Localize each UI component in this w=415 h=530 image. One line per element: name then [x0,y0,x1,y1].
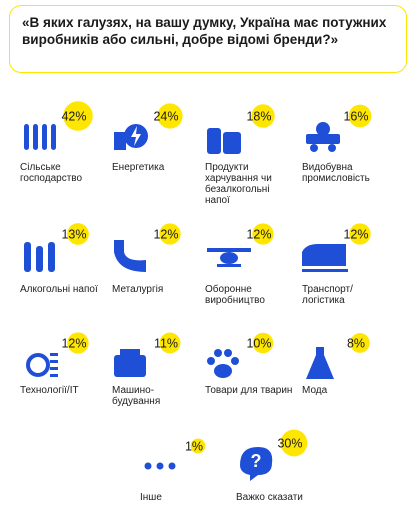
category-label: Продукти харчування чи безалкогольні нап… [205,162,272,206]
icon [24,242,55,272]
icon-part: ? [251,451,262,471]
percent-label: 24% [153,109,178,123]
icon-part [33,124,38,150]
percent-label: 11% [154,336,178,350]
icon-part [306,347,334,379]
icon-part [50,353,58,356]
percent-bubble [348,104,372,128]
category-label: Важко сказати [236,492,303,503]
icon [306,122,340,152]
percent-label: 30% [277,436,302,450]
icon-part [114,240,146,272]
icon-part [306,134,340,144]
percent-bubble [159,223,181,245]
icon-part [24,124,29,150]
percent-label: 12% [153,227,178,241]
icon-part [207,128,221,154]
percent-bubble [190,438,206,454]
percent-bubble [159,332,181,354]
icon-part [207,357,215,365]
category-label: Енергетика [112,162,165,173]
icon-part [144,462,152,470]
icon-part [51,124,56,150]
category-label: Видобувна промисловість [302,162,370,184]
icon [24,124,56,150]
icon-part [240,447,273,481]
percent-bubble [251,104,275,128]
percent-label: 12% [343,227,368,241]
category-label: Товари для тварин [205,385,293,396]
icon-part [224,349,232,357]
icon-part [114,132,126,150]
chart-title: «В яких галузях, на вашу думку, Україна … [9,5,407,73]
category-label: Транспорт/ логістика [302,284,353,306]
category-label: Сільське господарство [20,162,83,184]
icon-part [214,364,232,378]
icon [302,244,348,272]
icon-part [214,349,222,357]
icon [207,349,239,378]
icon-part [220,252,238,264]
icon-part [120,349,140,355]
icon-part [217,264,241,267]
icon-part [302,269,348,272]
category-label: Оборонне виробництво [205,284,265,306]
category-label: Машино- будування [112,385,161,407]
icon [144,462,176,470]
percent-label: 12% [246,227,271,241]
icon-part [168,462,176,470]
icon-part [310,144,318,152]
icon-part [50,367,58,370]
percent-label: 13% [61,227,86,241]
category-label: Алкогольні напої [20,284,98,295]
percent-bubble [350,333,370,353]
icon-part [131,126,141,146]
category-label: Інше [140,492,162,503]
icon [114,124,148,150]
icon-part [36,246,43,272]
icon-part [316,122,330,136]
icon-part [223,132,241,154]
percent-bubble [67,332,89,354]
category-label: Мода [302,385,328,396]
icon-part [302,244,346,266]
percent-bubble [280,429,308,457]
icon-part [328,144,336,152]
percent-label: 12% [61,336,86,350]
icon-part [114,355,146,377]
percent-label: 16% [343,109,368,123]
percent-label: 1% [185,439,203,453]
icon-part [156,462,164,470]
icon-part [50,360,58,363]
percent-label: 8% [347,336,365,350]
icon [207,248,251,267]
icon-part [24,242,31,272]
percent-bubble [63,101,93,131]
percent-label: 42% [61,109,86,123]
category-label: Технології/IT [20,385,79,396]
percent-bubble [67,223,89,245]
category-label: Металургія [112,284,164,295]
icon [26,353,58,377]
icon-part [48,242,55,272]
icon-part [50,374,58,377]
icon [306,347,334,379]
icon: ? [240,447,273,481]
percent-bubble [157,103,183,129]
percent-label: 18% [246,109,271,123]
percent-bubble [252,332,274,354]
percent-label: 10% [246,336,271,350]
icon [207,128,241,154]
icon-part [231,357,239,365]
icon [114,240,146,272]
percent-bubble [252,223,274,245]
icon-part [26,353,50,377]
percent-bubble [349,223,371,245]
icon-part [207,248,251,252]
icon-part [42,124,47,150]
icon [114,349,146,377]
